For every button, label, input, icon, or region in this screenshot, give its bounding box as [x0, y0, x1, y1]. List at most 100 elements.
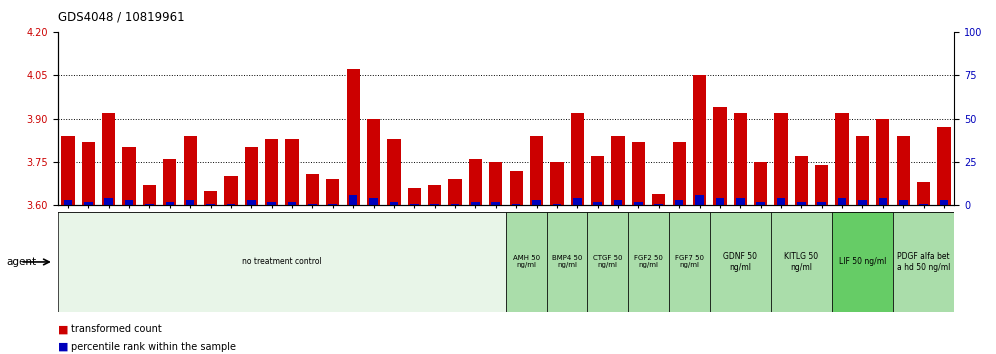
Bar — [553, 204, 561, 205]
Bar — [573, 198, 582, 205]
Text: AMH 50
ng/ml: AMH 50 ng/ml — [513, 256, 540, 268]
Bar — [774, 113, 788, 205]
Bar — [836, 113, 849, 205]
Bar — [919, 204, 928, 205]
Bar — [512, 204, 521, 205]
Bar — [876, 119, 889, 205]
Bar — [917, 182, 930, 205]
Text: GDS4048 / 10819961: GDS4048 / 10819961 — [58, 11, 184, 24]
Text: FGF2 50
ng/ml: FGF2 50 ng/ml — [634, 256, 663, 268]
Bar — [614, 200, 622, 205]
Bar — [183, 136, 197, 205]
Bar — [58, 212, 506, 312]
Bar — [430, 204, 439, 205]
Bar — [859, 200, 867, 205]
Bar — [612, 136, 624, 205]
Text: LIF 50 ng/ml: LIF 50 ng/ml — [839, 257, 886, 267]
Bar — [939, 200, 948, 205]
Bar — [102, 113, 116, 205]
Bar — [245, 148, 258, 205]
Text: CTGF 50
ng/ml: CTGF 50 ng/ml — [593, 256, 622, 268]
Text: ■: ■ — [58, 324, 69, 334]
Bar — [815, 165, 829, 205]
Text: ■: ■ — [58, 342, 69, 352]
Bar — [893, 212, 954, 312]
Bar — [82, 142, 95, 205]
Bar — [471, 202, 480, 205]
Bar — [710, 212, 771, 312]
Bar — [588, 212, 628, 312]
Bar — [550, 162, 564, 205]
Bar — [165, 202, 174, 205]
Bar — [326, 179, 340, 205]
Bar — [489, 162, 502, 205]
Bar — [145, 204, 153, 205]
Text: GDNF 50
ng/ml: GDNF 50 ng/ml — [723, 252, 757, 272]
Bar — [797, 202, 806, 205]
Bar — [634, 202, 642, 205]
Bar — [547, 212, 588, 312]
Bar — [628, 212, 669, 312]
Bar — [163, 159, 176, 205]
Text: FGF7 50
ng/ml: FGF7 50 ng/ml — [675, 256, 704, 268]
Bar — [937, 127, 950, 205]
Bar — [347, 69, 360, 205]
Bar — [349, 195, 358, 205]
Bar — [451, 204, 459, 205]
Bar — [695, 195, 704, 205]
Text: agent: agent — [6, 257, 36, 267]
Bar — [693, 75, 706, 205]
Bar — [832, 212, 893, 312]
Bar — [448, 179, 462, 205]
Bar — [142, 185, 156, 205]
Bar — [878, 198, 887, 205]
Bar — [62, 136, 75, 205]
Bar — [899, 200, 907, 205]
Bar — [387, 139, 400, 205]
Bar — [754, 162, 767, 205]
Bar — [224, 176, 238, 205]
Bar — [410, 204, 418, 205]
Bar — [506, 212, 547, 312]
Bar — [818, 202, 826, 205]
Text: PDGF alfa bet
a hd 50 ng/ml: PDGF alfa bet a hd 50 ng/ml — [897, 252, 950, 272]
Text: percentile rank within the sample: percentile rank within the sample — [71, 342, 236, 352]
Bar — [206, 204, 215, 205]
Bar — [286, 139, 299, 205]
Bar — [675, 200, 683, 205]
Bar — [756, 202, 765, 205]
Bar — [594, 202, 602, 205]
Bar — [672, 142, 686, 205]
Text: BMP4 50
ng/ml: BMP4 50 ng/ml — [552, 256, 583, 268]
Bar — [713, 107, 726, 205]
Text: no treatment control: no treatment control — [242, 257, 322, 267]
Bar — [64, 200, 73, 205]
Bar — [247, 200, 256, 205]
Bar — [510, 171, 523, 205]
Bar — [389, 202, 398, 205]
Bar — [530, 136, 543, 205]
Bar — [469, 159, 482, 205]
Bar — [84, 202, 93, 205]
Bar — [407, 188, 421, 205]
Bar — [777, 198, 785, 205]
Bar — [204, 191, 217, 205]
Bar — [288, 202, 297, 205]
Bar — [571, 113, 584, 205]
Bar — [652, 194, 665, 205]
Bar — [105, 198, 113, 205]
Bar — [306, 173, 319, 205]
Bar — [591, 156, 605, 205]
Bar — [631, 142, 645, 205]
Bar — [532, 200, 541, 205]
Text: transformed count: transformed count — [71, 324, 161, 334]
Bar — [124, 200, 133, 205]
Bar — [654, 204, 663, 205]
Bar — [669, 212, 710, 312]
Bar — [186, 200, 194, 205]
Bar — [771, 212, 832, 312]
Bar — [265, 139, 278, 205]
Bar — [370, 198, 377, 205]
Bar — [428, 185, 441, 205]
Bar — [795, 156, 808, 205]
